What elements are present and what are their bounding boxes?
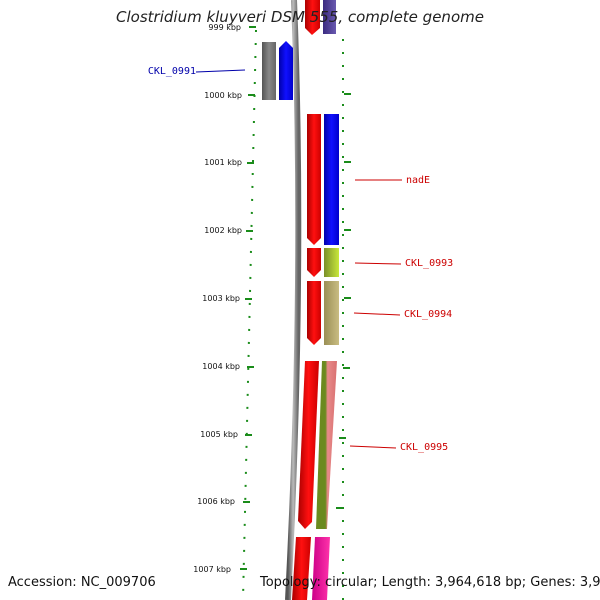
cds-feature-nade	[307, 114, 321, 245]
cds-feature-nade-blue	[324, 114, 339, 245]
ruler-tick-label: 1006 kbp	[197, 497, 235, 506]
gene-label-ckl-0991[interactable]: CKL_0991	[148, 66, 246, 77]
gene-label-ckl-0995[interactable]: CKL_0995	[349, 442, 448, 453]
genome-backbone	[285, 0, 302, 600]
gene-label-ckl-0993[interactable]: CKL_0993	[354, 258, 453, 269]
ruler-tick-label: 1002 kbp	[204, 226, 242, 235]
ruler-tick-label: 1004 kbp	[202, 362, 240, 371]
cds-feature-bottom-magenta	[312, 537, 330, 600]
cds-feature-ckl-0994-khaki	[324, 281, 339, 345]
gene-label-nade[interactable]: nadE	[355, 175, 430, 186]
ruler-minor-ticks	[336, 93, 351, 509]
gene-label-text[interactable]: nadE	[406, 175, 430, 186]
gene-label-text[interactable]: CKL_0991	[148, 66, 196, 77]
ruler-tick-label: 1007 kbp	[193, 565, 231, 574]
accession-text: Accession: NC_009706	[8, 575, 156, 590]
cds-feature-ckl-0995-green	[316, 361, 337, 529]
cds-feature-top-purple	[323, 0, 336, 34]
ruler-tick-label: 1005 kbp	[200, 430, 238, 439]
ruler-tick-label: 1000 kbp	[204, 91, 242, 100]
gene-label-ckl-0994[interactable]: CKL_0994	[353, 309, 452, 320]
map-title: Clostridium kluyveri DSM 555, complete g…	[116, 8, 484, 26]
ruler-tick-label: 1003 kbp	[202, 294, 240, 303]
ruler-axis	[242, 29, 257, 600]
genome-summary-text: Topology: circular; Length: 3,964,618 bp…	[260, 575, 600, 590]
cds-feature-gray	[262, 42, 276, 100]
cds-feature-ckl-0994	[307, 281, 321, 345]
cds-feature-ckl-0993	[307, 248, 321, 277]
ruler-ticks: 999 kbp 1000 kbp 1001 kbp 1002 kbp 1003 …	[193, 23, 256, 574]
cds-feature-ckl-0991	[279, 41, 293, 100]
ruler-tick-label: 999 kbp	[208, 23, 241, 32]
cds-feature-ckl-0993-olive	[324, 248, 339, 277]
gene-label-text[interactable]: CKL_0995	[400, 442, 448, 453]
cds-feature-ckl-0995	[298, 361, 319, 529]
cds-feature-bottom-red	[292, 537, 311, 600]
cds-feature-top	[305, 0, 320, 35]
gene-label-text[interactable]: CKL_0993	[405, 258, 453, 269]
gene-label-text[interactable]: CKL_0994	[404, 309, 452, 320]
ruler-tick-label: 1001 kbp	[204, 158, 242, 167]
